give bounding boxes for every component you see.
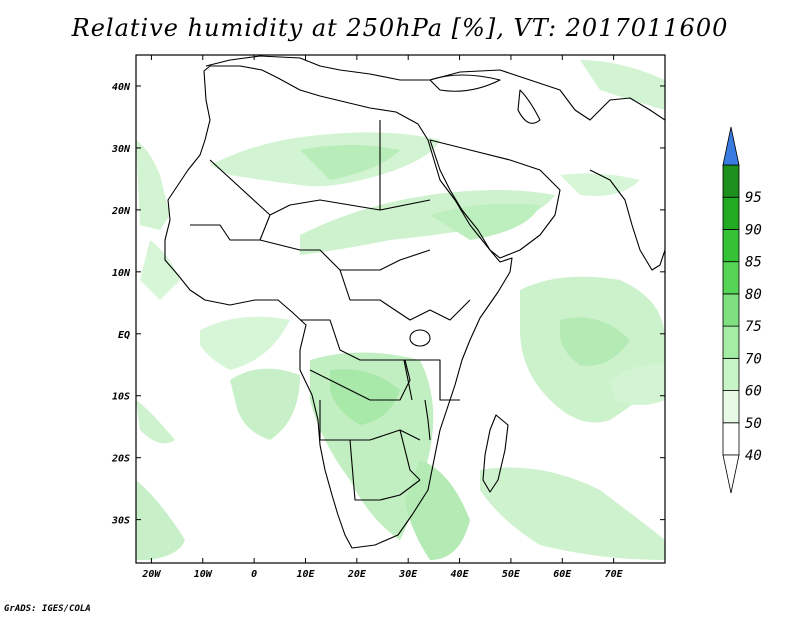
colorbar-level-label: 80: [745, 287, 762, 303]
lat-tick-label: 10N: [112, 268, 131, 279]
colorbar-level-label: 60: [745, 384, 762, 400]
lon-tick-label: 60E: [553, 569, 572, 580]
map-frame: [135, 54, 666, 564]
lon-tick-label: 40E: [451, 569, 470, 580]
humidity-patch-atlantic-mid: [140, 240, 180, 300]
lat-tick-label: 40N: [112, 82, 131, 93]
humidity-shading: [136, 60, 665, 560]
colorbar-bin: [722, 164, 740, 198]
humidity-patch-himalaya: [580, 60, 665, 110]
latitude-axis: 40N 30N 20N 10N EQ 10S 20S 30S: [111, 82, 665, 527]
humidity-patch-indian-ocean-southeast: [610, 364, 665, 405]
colorbar-bin: [722, 325, 740, 359]
colorbar-level-label: 75: [745, 319, 762, 335]
lon-tick-label: 50E: [502, 569, 521, 580]
lon-tick-label: 10W: [194, 569, 213, 580]
colorbar-bin: [722, 422, 740, 456]
colorbar-level-label: 70: [745, 351, 762, 367]
map-title: Relative humidity at 250hPa [%], VT: 201…: [71, 14, 729, 42]
colorbar-top-arrow: [722, 126, 740, 166]
humidity-patch-arabia: [430, 203, 540, 240]
grads-credit: GrADS: IGES/COLA: [4, 604, 91, 614]
europe-coastline: [205, 55, 665, 121]
borders: [190, 120, 471, 501]
lat-tick-label: 30N: [111, 144, 131, 155]
lon-tick-label: 0: [251, 569, 257, 580]
colorbar-bin: [722, 229, 740, 263]
colorbar-bottom-arrow: [722, 454, 740, 494]
lat-tick-label: 20N: [111, 206, 131, 217]
lon-tick-label: 30E: [398, 569, 418, 580]
humidity-patch-atlantic-north: [136, 140, 170, 230]
africa-coastline: [164, 65, 513, 549]
lake-victoria: [409, 329, 431, 347]
lon-tick-label: 20W: [141, 569, 161, 580]
colorbar-level-label: 90: [745, 222, 762, 238]
colorbar-level-label: 85: [745, 255, 762, 271]
caspian-sea: [517, 89, 541, 124]
humidity-patch-atlantic-south: [136, 400, 175, 444]
lat-tick-label: 10S: [112, 392, 130, 403]
humidity-patch-indian-ocean-core: [560, 317, 630, 366]
humidity-patch-atlantic-southwest: [136, 480, 185, 560]
colorbar-level-label: 95: [745, 190, 762, 206]
coastlines-and-borders: [164, 55, 665, 549]
lat-tick-label: 20S: [111, 454, 130, 465]
lon-tick-label: 10E: [296, 569, 315, 580]
colorbar: 40 50 60 70 75 80 85 90 95: [722, 126, 762, 494]
humidity-patch-indian-ocean-south: [480, 467, 665, 560]
lon-tick-label: 70E: [605, 569, 624, 580]
humidity-patch-iran: [560, 173, 640, 196]
humidity-patch-mozambique: [405, 460, 470, 560]
colorbar-bin: [722, 196, 740, 230]
black-sea: [429, 74, 501, 92]
colorbar-bin: [722, 293, 740, 327]
longitude-axis: 20W 10W 0 10E 20E 30E 40E 50E 60E 70E: [141, 55, 624, 580]
india-coastline: [589, 169, 665, 271]
humidity-patch-guinea: [200, 316, 290, 370]
lake-tanganyika: [403, 359, 413, 401]
colorbar-bin: [722, 357, 740, 391]
lat-tick-label: EQ: [118, 330, 130, 341]
lon-tick-label: 20E: [347, 569, 367, 580]
colorbar-level-label: 40: [745, 448, 762, 464]
humidity-patch-gulf-streak: [230, 368, 300, 440]
lat-tick-label: 30S: [111, 516, 130, 527]
colorbar-bin: [722, 261, 740, 295]
madagascar-coastline: [482, 414, 509, 493]
colorbar-bin: [722, 390, 740, 424]
humidity-patch-sahara-band: [300, 145, 400, 180]
colorbar-level-label: 50: [745, 416, 762, 432]
lake-malawi: [424, 399, 431, 441]
arabia-coastline: [429, 139, 561, 259]
